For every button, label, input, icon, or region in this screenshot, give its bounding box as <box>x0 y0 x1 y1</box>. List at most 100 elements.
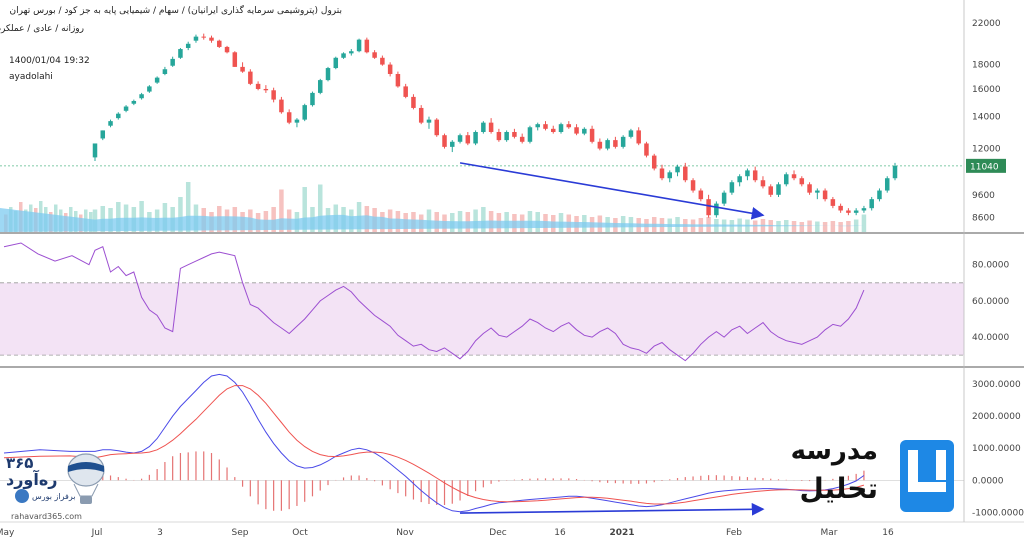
price-tick-label: 9600 <box>972 191 995 201</box>
candle-body <box>721 192 727 204</box>
candle-body <box>519 136 525 142</box>
rahavard-balloon-icon <box>15 453 105 504</box>
candle-body <box>411 96 416 108</box>
rahavard-url: rahavard365.com <box>11 512 82 521</box>
candle-body <box>729 182 735 193</box>
price-tick-label: 14000 <box>972 113 1001 123</box>
candle-body <box>605 140 610 149</box>
symbol-line: بترول (پتروشیمی سرمایه گذاری ایرانیان) /… <box>9 6 342 16</box>
candle-body <box>830 199 836 206</box>
candle-body <box>232 52 238 67</box>
candle-body <box>457 135 463 142</box>
candle-body <box>116 113 121 119</box>
rahavard-logo: ۳۶۵ ره‌آورد برفراز بورس rahavard365.com <box>2 452 112 528</box>
candle-body <box>263 88 269 91</box>
candle-body <box>473 131 478 144</box>
candle-body <box>838 205 843 211</box>
timestamp: 1400/01/04 19:32 <box>9 56 90 66</box>
interval-line: روزانه / عادی / عملکردی <box>0 24 84 34</box>
candle-body <box>465 135 471 144</box>
candle-body <box>807 184 812 193</box>
macd-divergence-arrow <box>460 502 765 516</box>
volume-bar <box>838 222 843 232</box>
last-price-badge <box>966 158 1006 173</box>
price-divergence-arrow <box>459 162 765 220</box>
candle-body <box>201 36 206 38</box>
candle-body <box>255 83 261 89</box>
volume-bar <box>815 221 820 232</box>
volume-bar <box>302 187 307 232</box>
candle-body <box>566 124 572 128</box>
volume-bar <box>776 221 781 232</box>
candle-body <box>745 170 750 177</box>
volume-bar <box>791 221 797 232</box>
volume-bar <box>162 203 168 232</box>
volume-bar <box>185 182 191 232</box>
candle-body <box>481 122 486 132</box>
macd-line <box>3 373 865 513</box>
candle-body <box>869 199 874 209</box>
candle-body <box>768 186 773 195</box>
school-line1: مدرسه <box>790 436 878 466</box>
volume-bar <box>830 221 836 232</box>
candle-body <box>737 176 742 183</box>
candle-body <box>853 210 859 213</box>
rsi-tick-label: 40.0000 <box>972 333 1009 343</box>
volume-bar <box>139 201 144 232</box>
school-mark-icon <box>900 440 954 512</box>
candle-body <box>659 168 665 179</box>
macd-tick-label: 3000.0000 <box>972 380 1021 390</box>
time-tick-label: Jul <box>91 528 103 538</box>
candle-body <box>776 184 781 195</box>
time-tick-label: 2021 <box>609 528 634 538</box>
last-price-label: 11040 <box>970 162 999 172</box>
volume-bar <box>116 202 121 232</box>
candle-body <box>325 68 331 81</box>
candle-body <box>310 92 315 106</box>
candle-body <box>356 39 362 52</box>
volume-bar <box>807 220 812 232</box>
time-tick-label: Nov <box>396 528 414 538</box>
candle-body <box>667 172 673 179</box>
candle-body <box>185 43 191 48</box>
candle-body <box>123 106 129 111</box>
candle-body <box>815 190 820 193</box>
time-tick-label: 16 <box>554 528 566 538</box>
candle-body <box>628 130 634 137</box>
time-tick-label: Feb <box>726 528 742 538</box>
candle-body <box>574 127 579 134</box>
candle-body <box>589 128 595 142</box>
candle-body <box>791 174 797 179</box>
volume-bar <box>317 184 323 232</box>
candle-body <box>380 57 385 65</box>
rsi-band <box>0 282 964 356</box>
price-tick-label: 12000 <box>972 145 1001 155</box>
candle-body <box>349 51 354 54</box>
time-tick-label: May <box>0 528 15 538</box>
candle-body <box>558 124 564 132</box>
volume-ma-area <box>0 208 864 232</box>
macd-tick-label: 2000.0000 <box>972 412 1021 422</box>
candle-body <box>884 178 890 191</box>
candle-body <box>784 174 789 185</box>
candle-body <box>294 119 300 123</box>
rsi-tick-label: 80.0000 <box>972 261 1009 271</box>
candle-body <box>488 122 494 132</box>
candle-body <box>162 69 168 74</box>
candle-body <box>240 66 245 72</box>
candle-body <box>139 94 144 99</box>
candle-body <box>442 135 447 147</box>
candle-body <box>613 140 618 147</box>
candle-body <box>799 178 805 185</box>
rahavard-number: ۳۶۵ <box>6 454 34 472</box>
candle-body <box>224 46 230 53</box>
volume-bar <box>279 189 284 232</box>
macd-tick-label: 1000.0000 <box>972 444 1021 454</box>
candle-body <box>209 37 214 41</box>
candle-body <box>108 121 113 126</box>
candle-body <box>395 73 401 87</box>
candle-body <box>675 166 680 173</box>
time-tick-label: Dec <box>489 528 506 538</box>
